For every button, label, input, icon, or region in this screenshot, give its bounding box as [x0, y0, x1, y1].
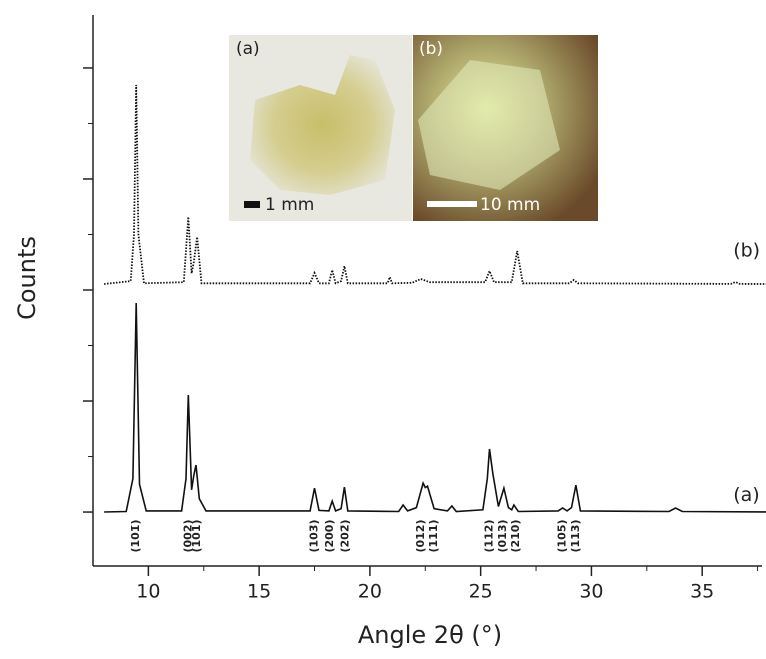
spectrum-line [104, 302, 766, 513]
powder [250, 55, 395, 195]
x-tick-label: 15 [247, 581, 271, 603]
scale-text: 10 mm [480, 195, 540, 215]
peak-label: (012) [414, 519, 427, 552]
x-axis-title: Angle 2θ (°) [358, 621, 502, 649]
peak-label: (013) [496, 519, 509, 552]
peak-label: (101) [190, 519, 203, 552]
crystal [418, 60, 560, 190]
peak-label: (113) [569, 519, 582, 552]
scale-bar [427, 201, 477, 207]
peak-label: (002) [181, 519, 194, 552]
x-tick-label: 30 [579, 581, 603, 603]
x-tick-label: 10 [136, 581, 160, 603]
scale-bar [244, 201, 260, 208]
peak-label: (105̄) [556, 519, 569, 552]
x-tick-label: 25 [469, 581, 493, 603]
peak-label: (202̄) [339, 519, 352, 552]
x-tick-label: 20 [358, 581, 382, 603]
peak-label: (111) [427, 519, 440, 552]
peak-label: (103̄) [308, 519, 321, 552]
peak-label: (210) [509, 519, 522, 552]
series-label: (b) [733, 240, 760, 262]
scale-text: 1 mm [265, 195, 314, 215]
peak-label: (112) [483, 519, 496, 552]
inset-label: (a) [236, 39, 260, 59]
peak-label: (101̄) [129, 519, 142, 552]
inset-label: (b) [419, 39, 443, 59]
y-axis-title: Counts [13, 236, 41, 320]
peak-label: (200) [323, 519, 336, 552]
inset-b: (b) 10 mm [413, 35, 598, 221]
series-label: (a) [733, 484, 759, 506]
inset-a: (a) 1 mm [229, 35, 412, 221]
spectrum-line [104, 84, 766, 285]
x-tick-label: 35 [690, 581, 714, 603]
